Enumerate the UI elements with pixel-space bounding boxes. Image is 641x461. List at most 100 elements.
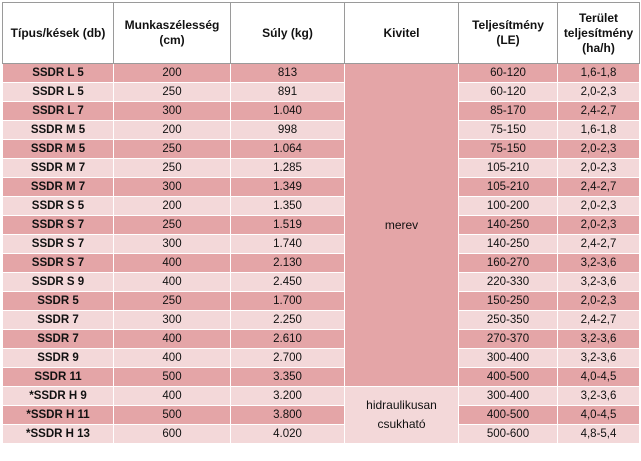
header-kivitel: Kivitel xyxy=(344,2,459,64)
table-row: SSDR L 5 200 813 merev 60-120 1,6-1,8 xyxy=(2,63,640,387)
cell-power: 85-170 xyxy=(458,101,558,121)
cell-width: 200 xyxy=(113,120,231,140)
header-teljesitmeny: Teljesítmény (LE) xyxy=(458,2,558,64)
cell-width: 250 xyxy=(113,158,231,178)
cell-weight: 1.519 xyxy=(230,215,345,235)
cell-area: 2,4-2,7 xyxy=(557,177,640,197)
cell-width: 500 xyxy=(113,405,231,425)
cell-area: 3,2-3,6 xyxy=(557,329,640,349)
cell-area: 2,0-2,3 xyxy=(557,291,640,311)
cell-type: SSDR M 5 xyxy=(2,139,114,159)
cell-weight: 1.285 xyxy=(230,158,345,178)
header-terulet: Terület teljesítmény (ha/h) xyxy=(557,2,640,64)
cell-area: 3,2-3,6 xyxy=(557,253,640,273)
cell-area: 1,6-1,8 xyxy=(557,120,640,140)
cell-power: 100-200 xyxy=(458,196,558,216)
cell-type: *SSDR H 13 xyxy=(2,424,114,444)
cell-type: SSDR S 5 xyxy=(2,196,114,216)
cell-area: 2,0-2,3 xyxy=(557,82,640,102)
cell-weight: 2.450 xyxy=(230,272,345,292)
cell-weight: 1.350 xyxy=(230,196,345,216)
cell-power: 160-270 xyxy=(458,253,558,273)
header-suly: Súly (kg) xyxy=(230,2,345,64)
table-row: SSDR S 7 400 2.130 160-270 3,2-3,6 xyxy=(2,253,640,273)
cell-type: *SSDR H 9 xyxy=(2,386,114,406)
cell-width: 300 xyxy=(113,101,231,121)
table-row: SSDR 5 250 1.700 150-250 2,0-2,3 xyxy=(2,291,640,311)
cell-power: 60-120 xyxy=(458,63,558,83)
cell-power: 400-500 xyxy=(458,367,558,387)
cell-area: 2,4-2,7 xyxy=(557,310,640,330)
cell-width: 250 xyxy=(113,82,231,102)
cell-width: 300 xyxy=(113,177,231,197)
table-row: SSDR M 5 250 1.064 75-150 2,0-2,3 xyxy=(2,139,640,159)
cell-type: SSDR 11 xyxy=(2,367,114,387)
cell-type: SSDR S 7 xyxy=(2,234,114,254)
cell-type: SSDR M 7 xyxy=(2,177,114,197)
cell-width: 400 xyxy=(113,329,231,349)
cell-weight: 1.040 xyxy=(230,101,345,121)
cell-weight: 1.064 xyxy=(230,139,345,159)
cell-area: 4,0-4,5 xyxy=(557,367,640,387)
cell-width: 400 xyxy=(113,348,231,368)
cell-area: 4,8-5,4 xyxy=(557,424,640,444)
cell-power: 400-500 xyxy=(458,405,558,425)
cell-type: SSDR M 5 xyxy=(2,120,114,140)
cell-area: 2,0-2,3 xyxy=(557,139,640,159)
table-row: SSDR S 7 250 1.519 140-250 2,0-2,3 xyxy=(2,215,640,235)
cell-width: 250 xyxy=(113,215,231,235)
cell-type: SSDR 7 xyxy=(2,310,114,330)
cell-type: SSDR M 7 xyxy=(2,158,114,178)
cell-weight: 4.020 xyxy=(230,424,345,444)
table-row: SSDR S 7 300 1.740 140-250 2,4-2,7 xyxy=(2,234,640,254)
cell-type: *SSDR H 11 xyxy=(2,405,114,425)
cell-power: 250-350 xyxy=(458,310,558,330)
cell-power: 105-210 xyxy=(458,158,558,178)
table-row: *SSDR H 11 500 3.800 400-500 4,0-4,5 xyxy=(2,405,640,425)
table-row: SSDR L 7 300 1.040 85-170 2,4-2,7 xyxy=(2,101,640,121)
cell-weight: 1.349 xyxy=(230,177,345,197)
cell-type: SSDR S 7 xyxy=(2,253,114,273)
header-row: Típus/kések (db) Munkaszélesség (cm) Súl… xyxy=(2,2,640,64)
cell-weight: 1.700 xyxy=(230,291,345,311)
cell-weight: 2.130 xyxy=(230,253,345,273)
table-row: *SSDR H 13 600 4.020 500-600 4,8-5,4 xyxy=(2,424,640,444)
cell-weight: 813 xyxy=(230,63,345,83)
cell-weight: 2.610 xyxy=(230,329,345,349)
cell-type: SSDR L 5 xyxy=(2,82,114,102)
table-row: SSDR S 9 400 2.450 220-330 3,2-3,6 xyxy=(2,272,640,292)
cell-type: SSDR 5 xyxy=(2,291,114,311)
cell-power: 300-400 xyxy=(458,348,558,368)
cell-width: 400 xyxy=(113,272,231,292)
table-row: SSDR M 5 200 998 75-150 1,6-1,8 xyxy=(2,120,640,140)
table-row: SSDR L 5 250 891 60-120 2,0-2,3 xyxy=(2,82,640,102)
cell-weight: 2.250 xyxy=(230,310,345,330)
cell-area: 2,0-2,3 xyxy=(557,196,640,216)
cell-width: 250 xyxy=(113,291,231,311)
cell-power: 75-150 xyxy=(458,120,558,140)
table-row: SSDR 7 300 2.250 250-350 2,4-2,7 xyxy=(2,310,640,330)
cell-weight: 2.700 xyxy=(230,348,345,368)
cell-area: 2,0-2,3 xyxy=(557,158,640,178)
cell-kivitel-hidraulikus: hidraulikusan csukható xyxy=(344,386,459,444)
table-row: *SSDR H 9 400 3.200 hidraulikusan csukható 3… xyxy=(2,386,640,444)
cell-area: 2,4-2,7 xyxy=(557,101,640,121)
cell-width: 250 xyxy=(113,139,231,159)
cell-width: 500 xyxy=(113,367,231,387)
cell-weight: 3.800 xyxy=(230,405,345,425)
table-body: SSDR L 5 200 813 merev 60-120 1,6-1,8 SSDR L 5… xyxy=(2,63,640,444)
cell-area: 1,6-1,8 xyxy=(557,63,640,83)
cell-kivitel-merev: merev xyxy=(344,63,459,387)
cell-power: 75-150 xyxy=(458,139,558,159)
cell-weight: 3.350 xyxy=(230,367,345,387)
cell-width: 300 xyxy=(113,234,231,254)
cell-weight: 891 xyxy=(230,82,345,102)
cell-power: 140-250 xyxy=(458,215,558,235)
cell-power: 60-120 xyxy=(458,82,558,102)
table-row: SSDR S 5 200 1.350 100-200 2,0-2,3 xyxy=(2,196,640,216)
table-row: SSDR M 7 250 1.285 105-210 2,0-2,3 xyxy=(2,158,640,178)
cell-type: SSDR S 7 xyxy=(2,215,114,235)
table-row: SSDR 11 500 3.350 400-500 4,0-4,5 xyxy=(2,367,640,387)
cell-width: 400 xyxy=(113,386,231,406)
cell-width: 200 xyxy=(113,196,231,216)
